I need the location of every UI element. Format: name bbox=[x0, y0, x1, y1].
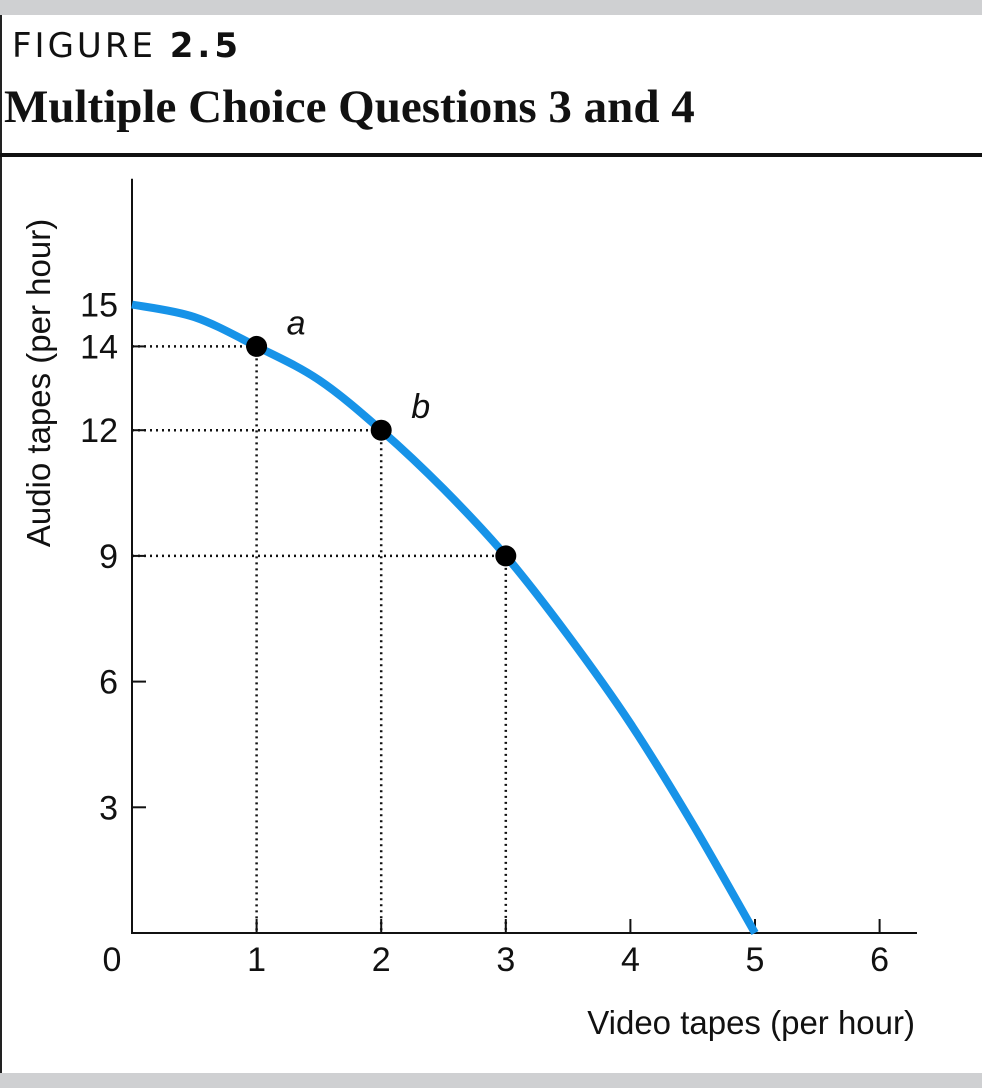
y-tick-label: 12 bbox=[80, 412, 118, 450]
figure-label-prefix: FIGURE bbox=[12, 26, 156, 66]
x-axis-label: Video tapes (per hour) bbox=[587, 1004, 915, 1041]
x-tick-label: 1 bbox=[247, 941, 266, 979]
data-point bbox=[495, 545, 517, 567]
x-tick-label: 4 bbox=[621, 941, 640, 979]
y-axis-label: Audio tapes (per hour) bbox=[20, 219, 57, 547]
figure-label-number: 2.5 bbox=[169, 26, 242, 66]
chart-points: ab bbox=[246, 304, 517, 567]
origin-label: 0 bbox=[103, 941, 122, 979]
figure-title: Multiple Choice Questions 3 and 4 bbox=[4, 81, 695, 133]
point-label: b bbox=[411, 388, 430, 426]
x-tick-label: 2 bbox=[372, 941, 391, 979]
chart-axes bbox=[131, 178, 917, 934]
chart-guide-lines bbox=[132, 345, 508, 933]
x-tick-label: 3 bbox=[496, 941, 515, 979]
x-tick-label: 5 bbox=[746, 941, 765, 979]
data-point bbox=[246, 335, 268, 357]
y-tick-label: 9 bbox=[99, 538, 118, 576]
y-tick-label: 15 bbox=[80, 287, 118, 325]
y-tick-label: 6 bbox=[99, 664, 118, 702]
point-label: a bbox=[287, 304, 306, 342]
y-tick-label: 3 bbox=[99, 789, 118, 827]
figure-label: FIGURE 2.5 bbox=[12, 26, 242, 66]
production-possibilities-curve bbox=[131, 300, 759, 935]
left-border bbox=[0, 15, 2, 1073]
data-point bbox=[370, 419, 392, 441]
title-divider bbox=[0, 153, 982, 157]
x-tick-label: 6 bbox=[870, 941, 889, 979]
bottom-band bbox=[0, 1073, 982, 1088]
y-tick-label: 14 bbox=[80, 328, 118, 366]
top-band bbox=[0, 0, 982, 15]
